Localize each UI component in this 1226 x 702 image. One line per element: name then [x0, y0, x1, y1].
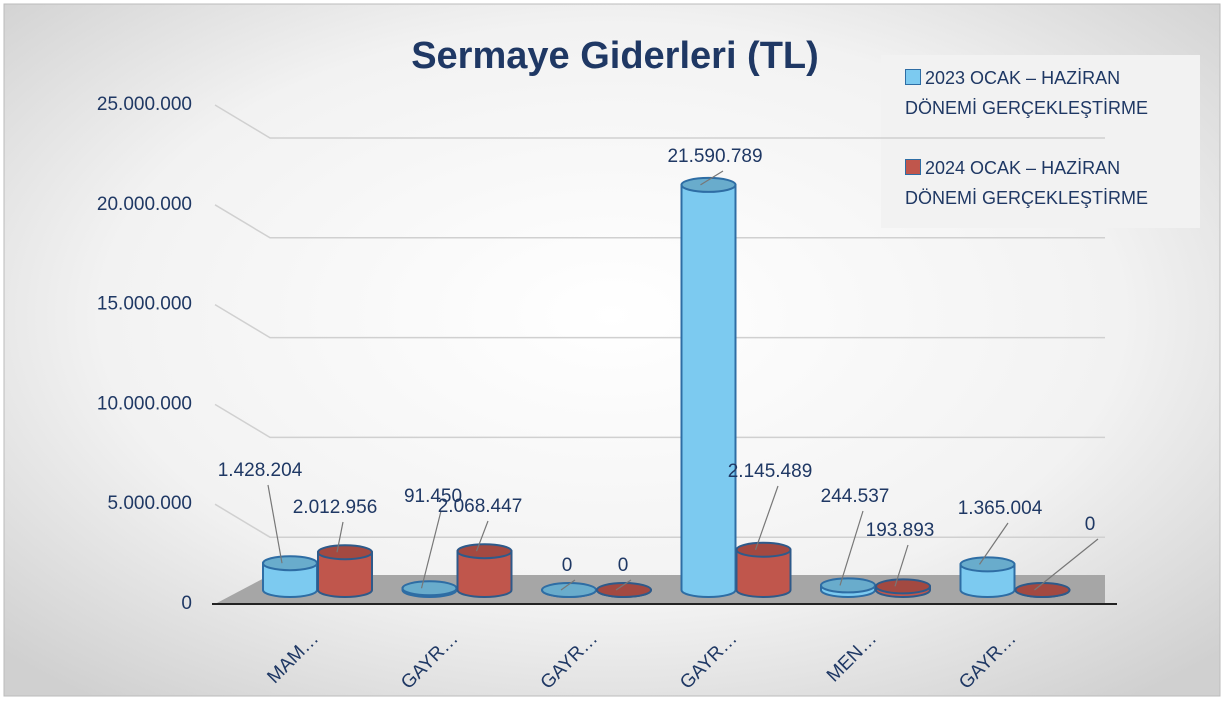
bar: [680, 176, 737, 598]
bar: [456, 543, 513, 598]
value-label: 193.893: [866, 520, 935, 541]
leader-line: [839, 510, 864, 586]
leader-line: [894, 544, 909, 587]
bar: [1014, 582, 1071, 598]
legend-swatch: [905, 159, 921, 175]
legend-box: [881, 55, 1200, 228]
leader-line: [475, 520, 489, 552]
y-tick-label: 15.000.000: [97, 294, 192, 315]
legend-entry: 2024 OCAK – HAZİRAN DÖNEMİ GERÇEKLEŞTİRM…: [905, 153, 1195, 213]
grid-line: [214, 403, 1105, 439]
grid-line: [214, 204, 1105, 239]
leader-line: [700, 170, 724, 186]
value-label: 1.365.004: [958, 498, 1043, 519]
y-tick-label: 20.000.000: [97, 194, 192, 215]
leader-line: [560, 579, 576, 591]
grid-line: [214, 503, 1105, 538]
leader-line: [267, 484, 283, 564]
value-label: 2.145.489: [728, 461, 813, 482]
legend-label: 2023 OCAK – HAZİRAN DÖNEMİ GERÇEKLEŞTİRM…: [905, 68, 1149, 118]
bar: [540, 582, 598, 598]
bar: [262, 555, 318, 598]
legend-label: 2024 OCAK – HAZİRAN DÖNEMİ GERÇEKLEŞTİRM…: [905, 158, 1149, 208]
chart-title: Sermaye Giderleri (TL): [411, 35, 819, 77]
legend-entry: 2023 OCAK – HAZİRAN DÖNEMİ GERÇEKLEŞTİRM…: [905, 63, 1195, 123]
bar: [317, 544, 373, 598]
bar: [401, 580, 458, 598]
leader-line: [754, 485, 779, 550]
value-label: 91.450: [404, 486, 462, 507]
y-tick-label: 5.000.000: [107, 493, 192, 514]
y-tick-label: 0: [181, 593, 192, 614]
bar: [735, 541, 792, 598]
value-label: 21.590.789: [667, 146, 762, 167]
value-label: 0: [1085, 514, 1096, 535]
y-tick-label: 10.000.000: [97, 393, 192, 414]
grid-line: [214, 303, 1105, 339]
value-label: 2.068.447: [438, 496, 523, 517]
leader-line: [1034, 538, 1099, 591]
value-label: 0: [562, 555, 573, 576]
value-label: 244.537: [821, 486, 890, 507]
leader-line: [615, 579, 632, 591]
legend-swatch: [905, 69, 921, 85]
bar: [959, 556, 1016, 598]
leader-line: [336, 521, 344, 553]
value-label: 2.012.956: [293, 497, 378, 518]
grid-line: [214, 104, 1105, 139]
value-label: 0: [618, 555, 629, 576]
value-label: 1.428.204: [218, 460, 303, 481]
bar: [875, 578, 931, 598]
leader-line: [979, 522, 1009, 565]
y-tick-label: 25.000.000: [97, 94, 192, 115]
bar: [820, 577, 876, 598]
bar: [595, 582, 653, 598]
leader-line: [420, 510, 442, 589]
